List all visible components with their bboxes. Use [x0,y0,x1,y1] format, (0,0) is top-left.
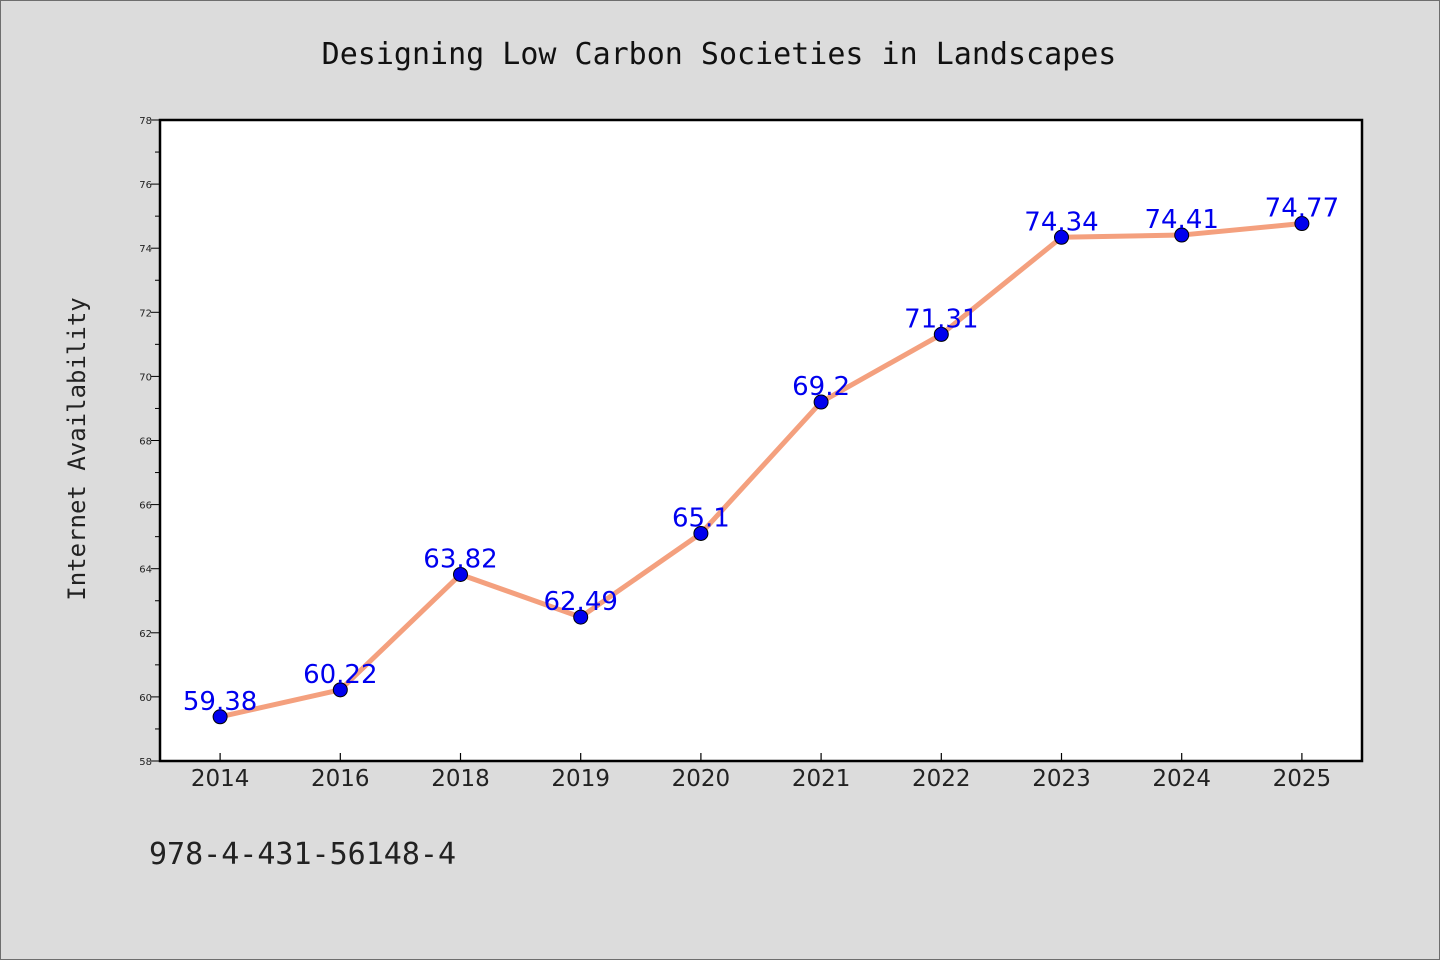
y-axis: 58 60 62 64 66 68 70 72 74 76 78 [139,116,160,768]
y-tick-label: 60 [139,693,152,704]
data-point [212,709,228,725]
y-axis-label: Internet Availability [63,297,91,600]
data-label: 65.1 [672,503,730,533]
x-tick-label: 2021 [792,766,851,792]
x-tick-label: 2023 [1032,766,1091,792]
data-label: 74.41 [1144,205,1218,235]
y-tick-label: 70 [139,372,152,383]
data-point [573,609,589,625]
y-tick-label: 58 [139,757,152,768]
y-tick-label: 62 [139,629,152,640]
x-tick-label: 2022 [912,766,971,792]
data-label: 63.82 [423,544,497,574]
y-tick-label: 72 [139,308,152,319]
chart-title: Designing Low Carbon Societies in Landsc… [322,37,1117,72]
data-label: 69.2 [792,372,850,402]
data-point [1294,216,1310,232]
x-tick-label: 2014 [191,766,250,792]
data-label: 62.49 [543,587,617,617]
isbn-footer: 978-4-431-56148-4 [149,837,456,872]
data-label: 60.22 [303,660,377,690]
data-point [693,525,709,541]
x-tick-label: 2016 [311,766,370,792]
y-tick-label: 64 [139,565,152,576]
data-labels: 59.38 60.22 63.82 62.49 65.1 69.2 71.31 74.34 74… [183,194,1339,717]
plot-area [158,118,1364,763]
data-point [813,394,829,410]
y-tick-label: 66 [139,501,152,512]
series-line [217,221,1305,720]
y-tick-label: 74 [139,244,152,255]
series-layer [212,216,1310,725]
x-tick-label: 2024 [1152,766,1211,792]
data-point [332,682,348,698]
x-axis: 2014 2016 2018 2019 2020 2021 2022 2023 2024 2025 [191,753,1331,792]
data-label: 74.77 [1265,194,1339,224]
y-tick-label: 76 [139,180,152,191]
data-label: 59.38 [183,687,257,717]
data-point [933,326,949,342]
y-tick-label: 78 [139,116,152,127]
data-point [453,566,468,582]
x-tick-label: 2019 [551,766,610,792]
x-tick-label: 2018 [431,766,490,792]
data-label: 74.34 [1024,207,1098,237]
data-point [1174,227,1190,243]
data-label: 71.31 [904,304,978,334]
data-point [1054,229,1069,245]
y-tick-label: 68 [139,437,152,448]
x-tick-label: 2025 [1273,766,1332,792]
x-tick-label: 2020 [672,766,731,792]
